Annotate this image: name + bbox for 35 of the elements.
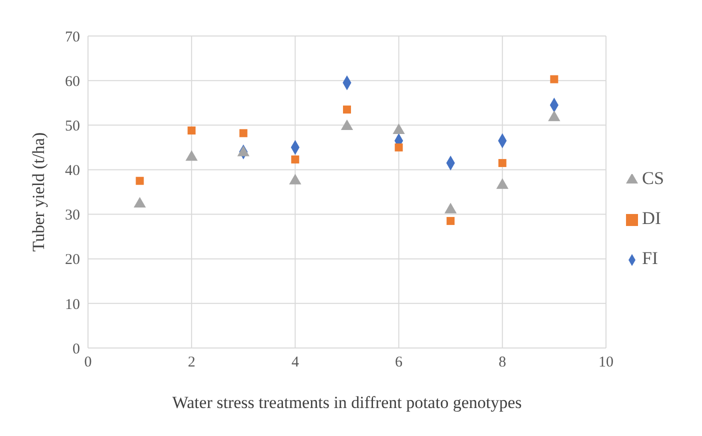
point	[289, 174, 302, 184]
point	[548, 110, 560, 122]
point	[498, 159, 506, 168]
point	[394, 143, 403, 152]
x-tick-label: 4	[291, 354, 300, 371]
point	[134, 197, 146, 208]
point	[342, 106, 351, 114]
y-tick-label: 20	[65, 252, 80, 268]
legend-label: DI	[642, 208, 661, 228]
x-axis-title: Water stress treatments in diffrent potato genotypes	[172, 393, 522, 412]
point	[291, 155, 300, 164]
point	[188, 126, 196, 134]
point	[446, 216, 455, 225]
y-tick-label: 50	[65, 118, 80, 134]
legend-label: CS	[642, 168, 664, 188]
y-tick-label: 70	[65, 29, 80, 46]
y-tick-label: 60	[65, 74, 80, 90]
y-tick-label: 10	[65, 296, 80, 313]
point	[186, 150, 198, 161]
x-tick-label: 6	[395, 354, 404, 371]
point	[550, 75, 558, 84]
x-tick-label: 2	[188, 354, 196, 371]
x-tick-label: 0	[84, 354, 92, 371]
y-axis-title: Tuber yield (t/ha)	[29, 132, 48, 252]
y-tick-label: 30	[65, 208, 80, 224]
point	[444, 202, 457, 214]
legend-label: FI	[642, 248, 658, 268]
y-tick-label: 0	[72, 341, 80, 358]
x-tick-label: 10	[598, 354, 614, 371]
x-tick-label: 8	[498, 354, 506, 371]
y-tick-label: 40	[65, 163, 80, 180]
point	[496, 178, 508, 189]
point	[136, 176, 144, 185]
point	[237, 146, 250, 156]
point	[239, 129, 248, 138]
